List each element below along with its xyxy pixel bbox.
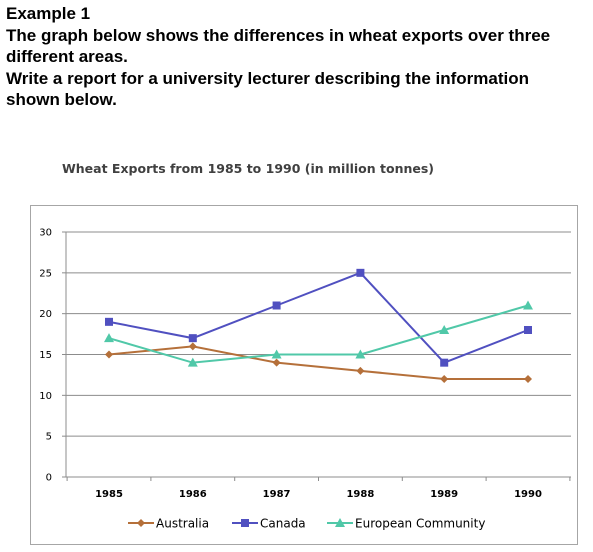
- chart-frame: [30, 205, 578, 545]
- x-tick-label: 1987: [263, 489, 291, 500]
- data-point-canada: [524, 326, 532, 334]
- legend-label-australia: Australia: [156, 517, 209, 531]
- x-tick-label: 1986: [179, 489, 207, 500]
- series-line-canada: [108, 271, 529, 364]
- data-point-australia: [524, 375, 532, 383]
- legend-marker-canada: [241, 519, 249, 527]
- data-point-european-community: [523, 300, 533, 310]
- data-point-australia: [440, 375, 449, 383]
- data-point-australia: [188, 342, 197, 351]
- legend-item-european-community: European Community: [327, 517, 485, 531]
- prompt-line-3: Write a report for a university lecturer…: [6, 68, 530, 88]
- legend-label-european-community: European Community: [355, 517, 485, 531]
- legend-label-canada: Canada: [260, 517, 306, 531]
- x-tick-label: 1985: [95, 489, 123, 500]
- data-point-european-community: [271, 349, 282, 359]
- y-tick-label: 20: [39, 309, 52, 320]
- y-tick-label: 5: [46, 432, 52, 443]
- data-point-canada: [440, 358, 449, 367]
- data-point-australia: [356, 366, 365, 375]
- grid-lines: [66, 231, 571, 437]
- x-tick-label: 1988: [346, 489, 374, 500]
- legend-item-canada: Canada: [232, 517, 306, 531]
- data-point-canada: [356, 268, 365, 277]
- data-point-european-community: [187, 357, 198, 367]
- series-line-european-community: [108, 304, 529, 364]
- data-point-canada: [105, 317, 113, 326]
- y-tick-labels: 0 5 10 15 20 25 30: [39, 228, 52, 484]
- data-point-canada: [188, 334, 197, 343]
- task-prompt: Example 1 The graph below shows the diff…: [6, 3, 591, 111]
- series-canada: [105, 268, 532, 367]
- series-australia: [105, 342, 532, 383]
- series-lines: [104, 268, 533, 383]
- legend: Australia Canada European Community: [128, 517, 485, 531]
- y-tick-label: 10: [39, 391, 52, 402]
- chart-title: Wheat Exports from 1985 to 1990 (in mill…: [62, 161, 435, 176]
- y-tick-label: 0: [46, 473, 52, 484]
- legend-marker-european-community: [335, 518, 345, 527]
- legend-marker-australia: [137, 519, 145, 527]
- prompt-line-2: different areas.: [6, 47, 128, 66]
- y-tick-label: 25: [39, 268, 52, 279]
- series-line-australia: [108, 345, 528, 380]
- data-point-european-community: [439, 325, 450, 334]
- y-tick-label: 15: [39, 350, 52, 361]
- x-tick-labels: 1985 1986 1987 1988 1989 1990: [95, 489, 542, 500]
- data-point-european-community: [355, 349, 366, 359]
- axes: [62, 231, 571, 481]
- data-point-australia: [105, 350, 113, 359]
- legend-item-australia: Australia: [128, 517, 209, 531]
- prompt-line-4: shown below.: [6, 90, 117, 109]
- data-point-australia: [272, 358, 281, 367]
- prompt-line-1: The graph below shows the differences in…: [6, 25, 551, 45]
- prompt-heading: Example 1: [6, 4, 91, 23]
- series-european-community: [104, 300, 533, 367]
- x-tick-label: 1990: [514, 489, 542, 500]
- data-point-european-community: [104, 333, 114, 343]
- data-point-canada: [272, 301, 281, 310]
- y-tick-label: 30: [39, 228, 52, 239]
- x-tick-label: 1989: [430, 489, 458, 500]
